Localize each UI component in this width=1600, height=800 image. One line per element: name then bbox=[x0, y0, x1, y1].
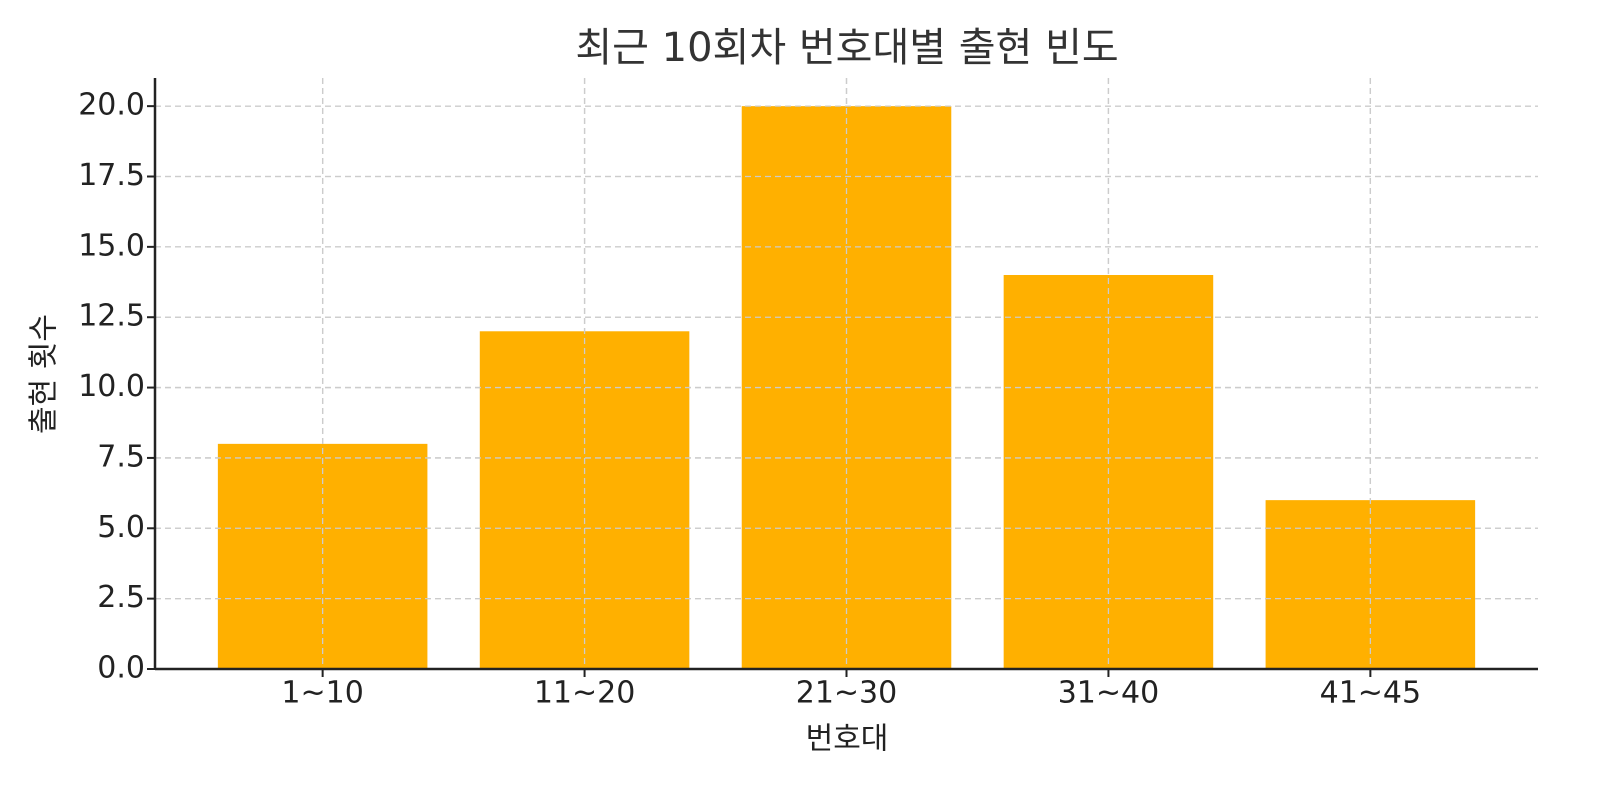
y-axis-label: 출현 횟수 bbox=[27, 314, 62, 434]
x-axis-label: 번호대 bbox=[806, 722, 889, 757]
y-tick-label: 0.0 bbox=[97, 651, 145, 686]
bar bbox=[217, 443, 428, 669]
y-tick-label: 10.0 bbox=[78, 369, 145, 404]
y-tick-label: 20.0 bbox=[78, 88, 145, 123]
x-tick-label: 11~20 bbox=[534, 676, 635, 711]
x-tick-label: 1~10 bbox=[281, 676, 363, 711]
y-tick-label: 2.5 bbox=[97, 580, 145, 615]
x-tick-label: 41~45 bbox=[1320, 676, 1421, 711]
x-tick-label: 21~30 bbox=[796, 676, 897, 711]
y-tick-label: 17.5 bbox=[78, 158, 145, 193]
y-tick-label: 7.5 bbox=[97, 439, 145, 474]
x-tick-label: 31~40 bbox=[1058, 676, 1159, 711]
chart-title: 최근 10회차 번호대별 출현 빈도 bbox=[575, 25, 1118, 71]
y-tick-label: 5.0 bbox=[97, 510, 145, 545]
y-tick-label: 12.5 bbox=[78, 299, 145, 334]
y-tick-label: 15.0 bbox=[78, 228, 145, 263]
